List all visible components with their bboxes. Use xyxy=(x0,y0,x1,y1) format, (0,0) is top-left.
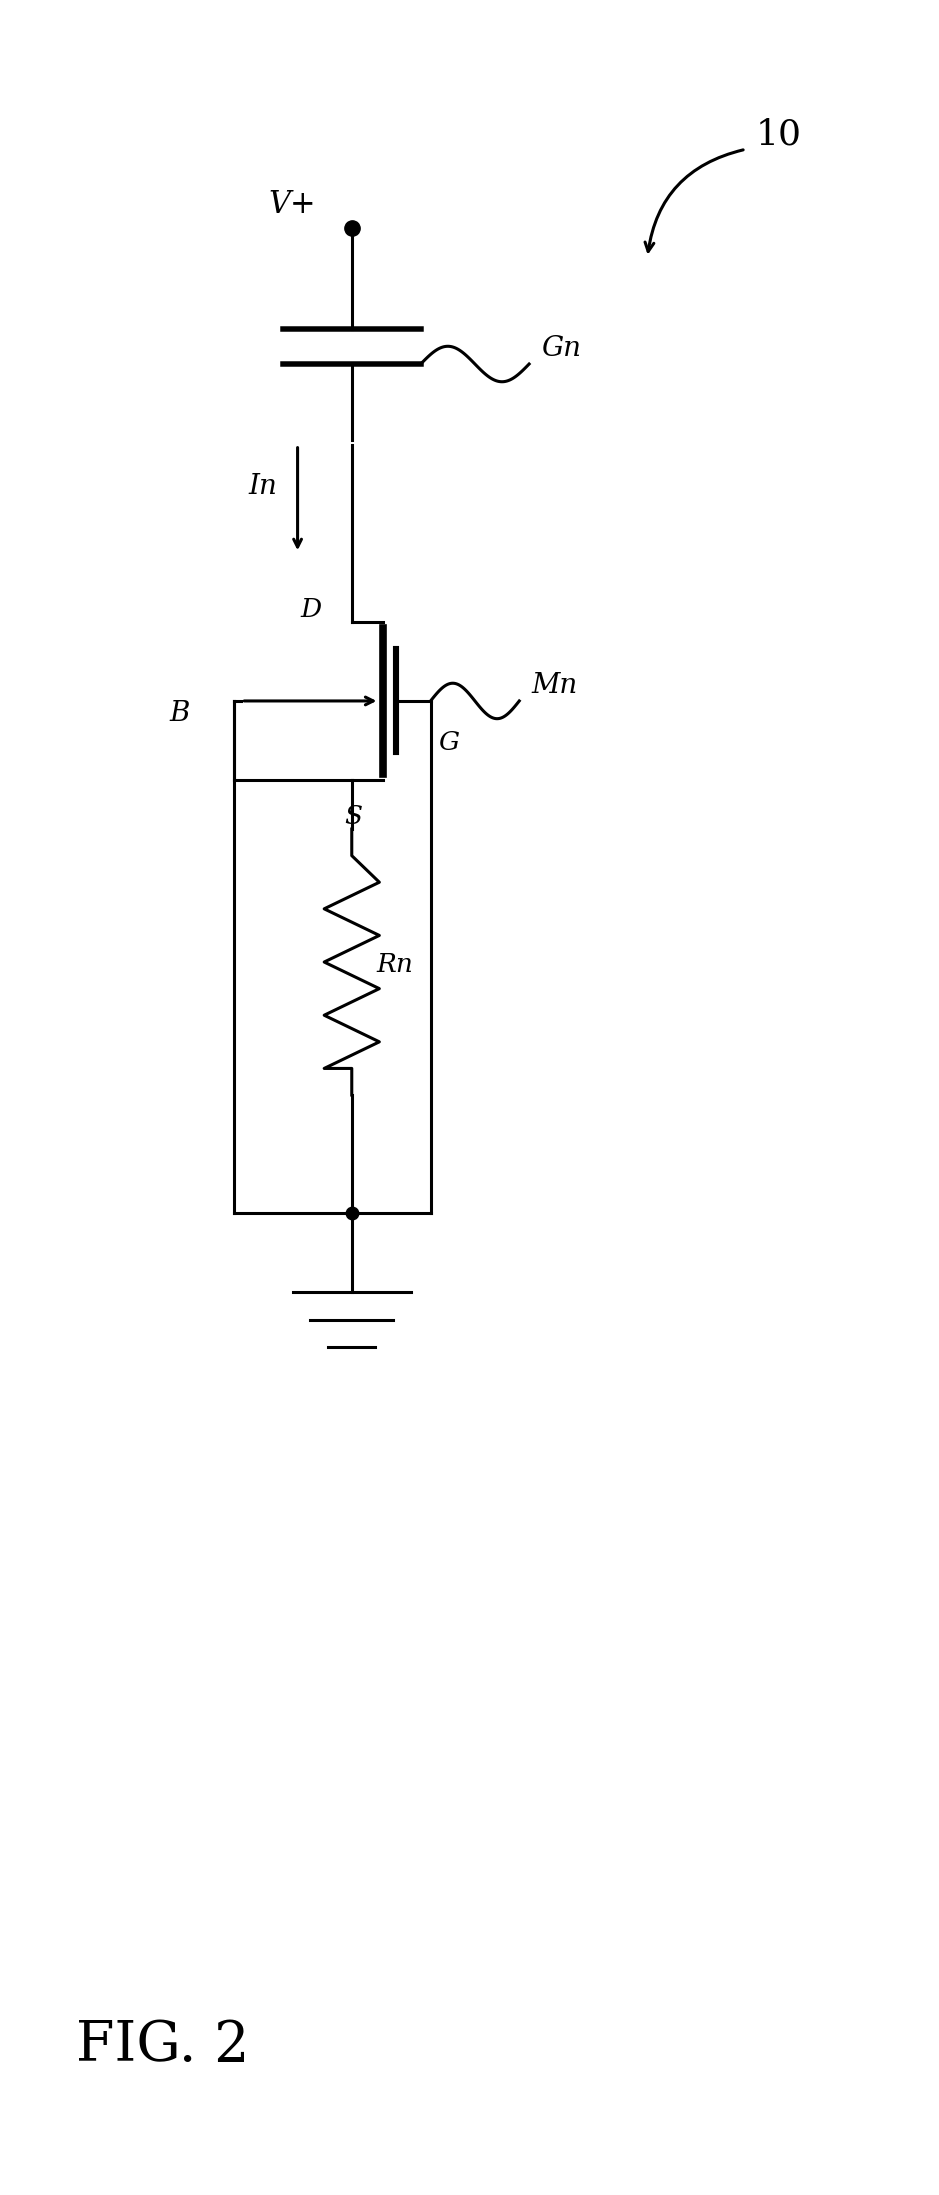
Text: Mn: Mn xyxy=(531,672,577,698)
Text: D: D xyxy=(300,597,322,621)
Text: In: In xyxy=(248,474,277,500)
Text: V+: V+ xyxy=(268,189,316,220)
Text: Rn: Rn xyxy=(377,953,413,977)
Text: B: B xyxy=(170,700,190,727)
Text: S: S xyxy=(344,803,362,830)
Text: 10: 10 xyxy=(756,116,802,151)
Text: G: G xyxy=(439,731,459,755)
Text: FIG. 2: FIG. 2 xyxy=(76,2017,250,2072)
Text: Gn: Gn xyxy=(541,336,581,362)
